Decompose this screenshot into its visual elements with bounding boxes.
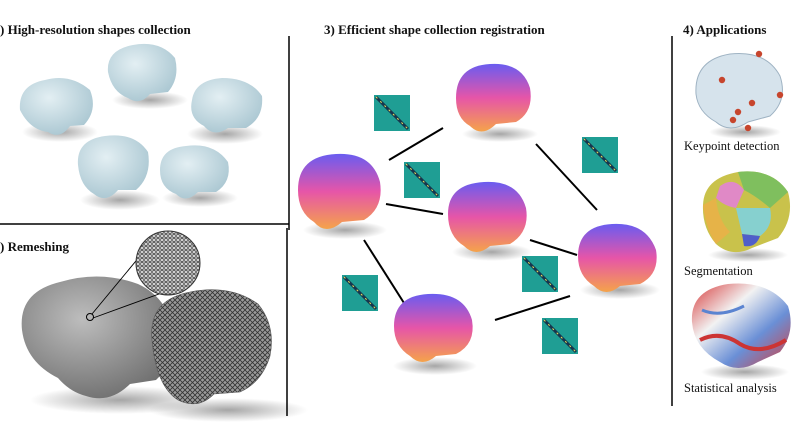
blue-brain-2 bbox=[107, 43, 188, 109]
keypoint-caption: Keypoint detection bbox=[684, 139, 780, 153]
panel3-title: 3) Efficient shape collection registrati… bbox=[324, 22, 545, 37]
blue-brain-collection bbox=[19, 43, 263, 210]
segmentation-brain bbox=[702, 171, 791, 262]
statistical-brain bbox=[691, 283, 791, 380]
statistical-caption: Statistical analysis bbox=[684, 381, 777, 395]
blue-brain-3 bbox=[187, 78, 263, 144]
keypoint-brain bbox=[695, 50, 784, 139]
gradient-brain-bottom bbox=[393, 293, 477, 375]
segmentation-caption: Segmentation bbox=[684, 264, 753, 278]
panel1-title: ) High-resolution shapes collection bbox=[0, 22, 191, 37]
registration-edges bbox=[363, 127, 598, 321]
panel2-title: ) Remeshing bbox=[0, 239, 69, 254]
keypoint-dot bbox=[755, 50, 763, 58]
keypoint-dot bbox=[744, 124, 752, 132]
matrix-tile-2 bbox=[402, 160, 442, 200]
zoom-circle-mesh bbox=[135, 230, 201, 296]
keypoint-dot bbox=[776, 91, 784, 99]
blue-brain-4 bbox=[77, 135, 160, 210]
grey-brain-dense bbox=[21, 276, 173, 399]
remeshing-illustration bbox=[21, 230, 308, 422]
keypoint-dot bbox=[734, 108, 742, 116]
gradient-brain-top bbox=[456, 63, 538, 142]
keypoint-dot bbox=[729, 116, 737, 124]
matrix-tile-6 bbox=[540, 316, 580, 356]
panel4-title: 4) Applications bbox=[683, 22, 767, 37]
blue-brain-5 bbox=[160, 145, 238, 207]
matrix-tile-5 bbox=[520, 254, 560, 294]
matrix-tile-4 bbox=[580, 135, 620, 175]
keypoint-dot bbox=[718, 76, 726, 84]
gradient-brain-left bbox=[298, 153, 387, 239]
blue-brain-1 bbox=[19, 77, 98, 142]
zoom-marker bbox=[86, 313, 94, 321]
gradient-brain-right bbox=[578, 223, 660, 299]
gradient-brain-center bbox=[448, 181, 532, 261]
matrix-tile-3 bbox=[340, 273, 380, 313]
matrix-tile-1 bbox=[372, 93, 412, 133]
keypoint-dot bbox=[748, 99, 756, 107]
grey-brain-remeshed bbox=[151, 289, 272, 405]
registered-brain-collection bbox=[298, 63, 660, 375]
